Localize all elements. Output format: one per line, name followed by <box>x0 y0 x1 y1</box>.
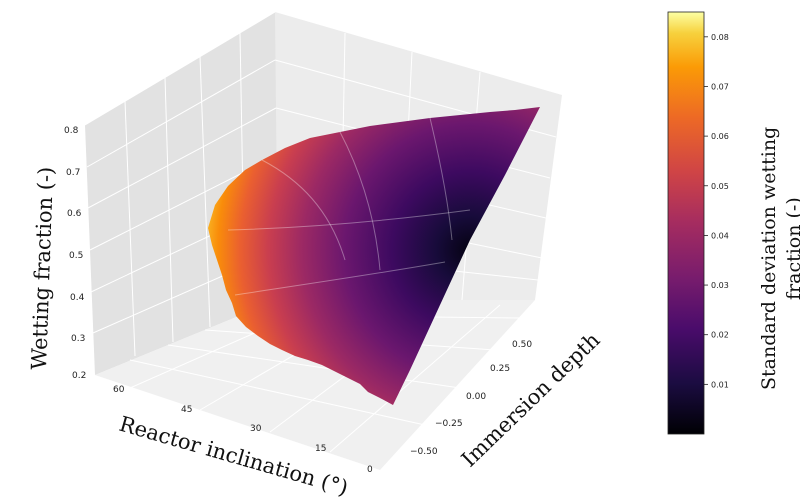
colorbar-label-line1: Standard deviation wetting <box>758 127 780 390</box>
x-tick: 0.50 <box>512 340 532 350</box>
colorbar <box>667 11 705 435</box>
colorbar-tick-label: 0.05 <box>711 182 729 191</box>
colorbar-tick-label: 0.08 <box>711 33 729 42</box>
floor-pane <box>95 300 535 470</box>
z-ticks: 0.8 0.7 0.6 0.5 0.4 0.3 0.2 <box>64 126 86 381</box>
colorbar-tick-label: 0.01 <box>711 380 729 389</box>
y-tick: 15 <box>315 444 326 454</box>
z-axis-label: Wetting fraction (-) <box>27 166 58 370</box>
colorbar-tick-label: 0.07 <box>711 82 729 91</box>
z-tick: 0.8 <box>64 126 79 136</box>
y-tick: 60 <box>113 385 125 395</box>
y-tick: 0 <box>367 465 373 475</box>
z-tick: 0.2 <box>72 371 86 381</box>
y-tick: 45 <box>181 405 192 415</box>
z-tick: 0.4 <box>70 293 85 303</box>
x-tick: −0.25 <box>435 419 463 429</box>
z-tick: 0.5 <box>69 251 83 261</box>
surface-grid-line <box>234 261 446 296</box>
colorbar-tick-label: 0.06 <box>711 132 729 141</box>
x-tick: −0.50 <box>410 447 438 457</box>
x-ticks: 0.50 0.25 0.00 −0.25 −0.50 <box>410 340 532 457</box>
z-tick: 0.6 <box>67 209 82 219</box>
y-tick: 30 <box>250 424 262 434</box>
colorbar-label-line2: fraction (-) <box>783 197 800 300</box>
colorbar-ticks: 0.01 0.02 0.03 0.04 0.05 0.06 0.07 0.08 <box>704 33 729 389</box>
surface-grid-line <box>429 117 453 241</box>
colorbar-tick-label: 0.03 <box>711 281 729 290</box>
z-tick: 0.7 <box>66 168 80 178</box>
surface <box>208 107 540 405</box>
surface-grid-line <box>227 209 471 231</box>
x-tick: 0.00 <box>466 392 486 402</box>
surface-grid-line <box>261 159 346 261</box>
x-tick: 0.25 <box>490 364 510 374</box>
z-tick: 0.3 <box>71 334 85 344</box>
colorbar-tick-label: 0.04 <box>711 231 729 240</box>
surface-grid-line <box>339 131 381 271</box>
surface-patch <box>208 107 540 405</box>
y-ticks: 60 45 30 15 0 <box>113 385 373 475</box>
colorbar-tick-label: 0.02 <box>711 331 729 340</box>
